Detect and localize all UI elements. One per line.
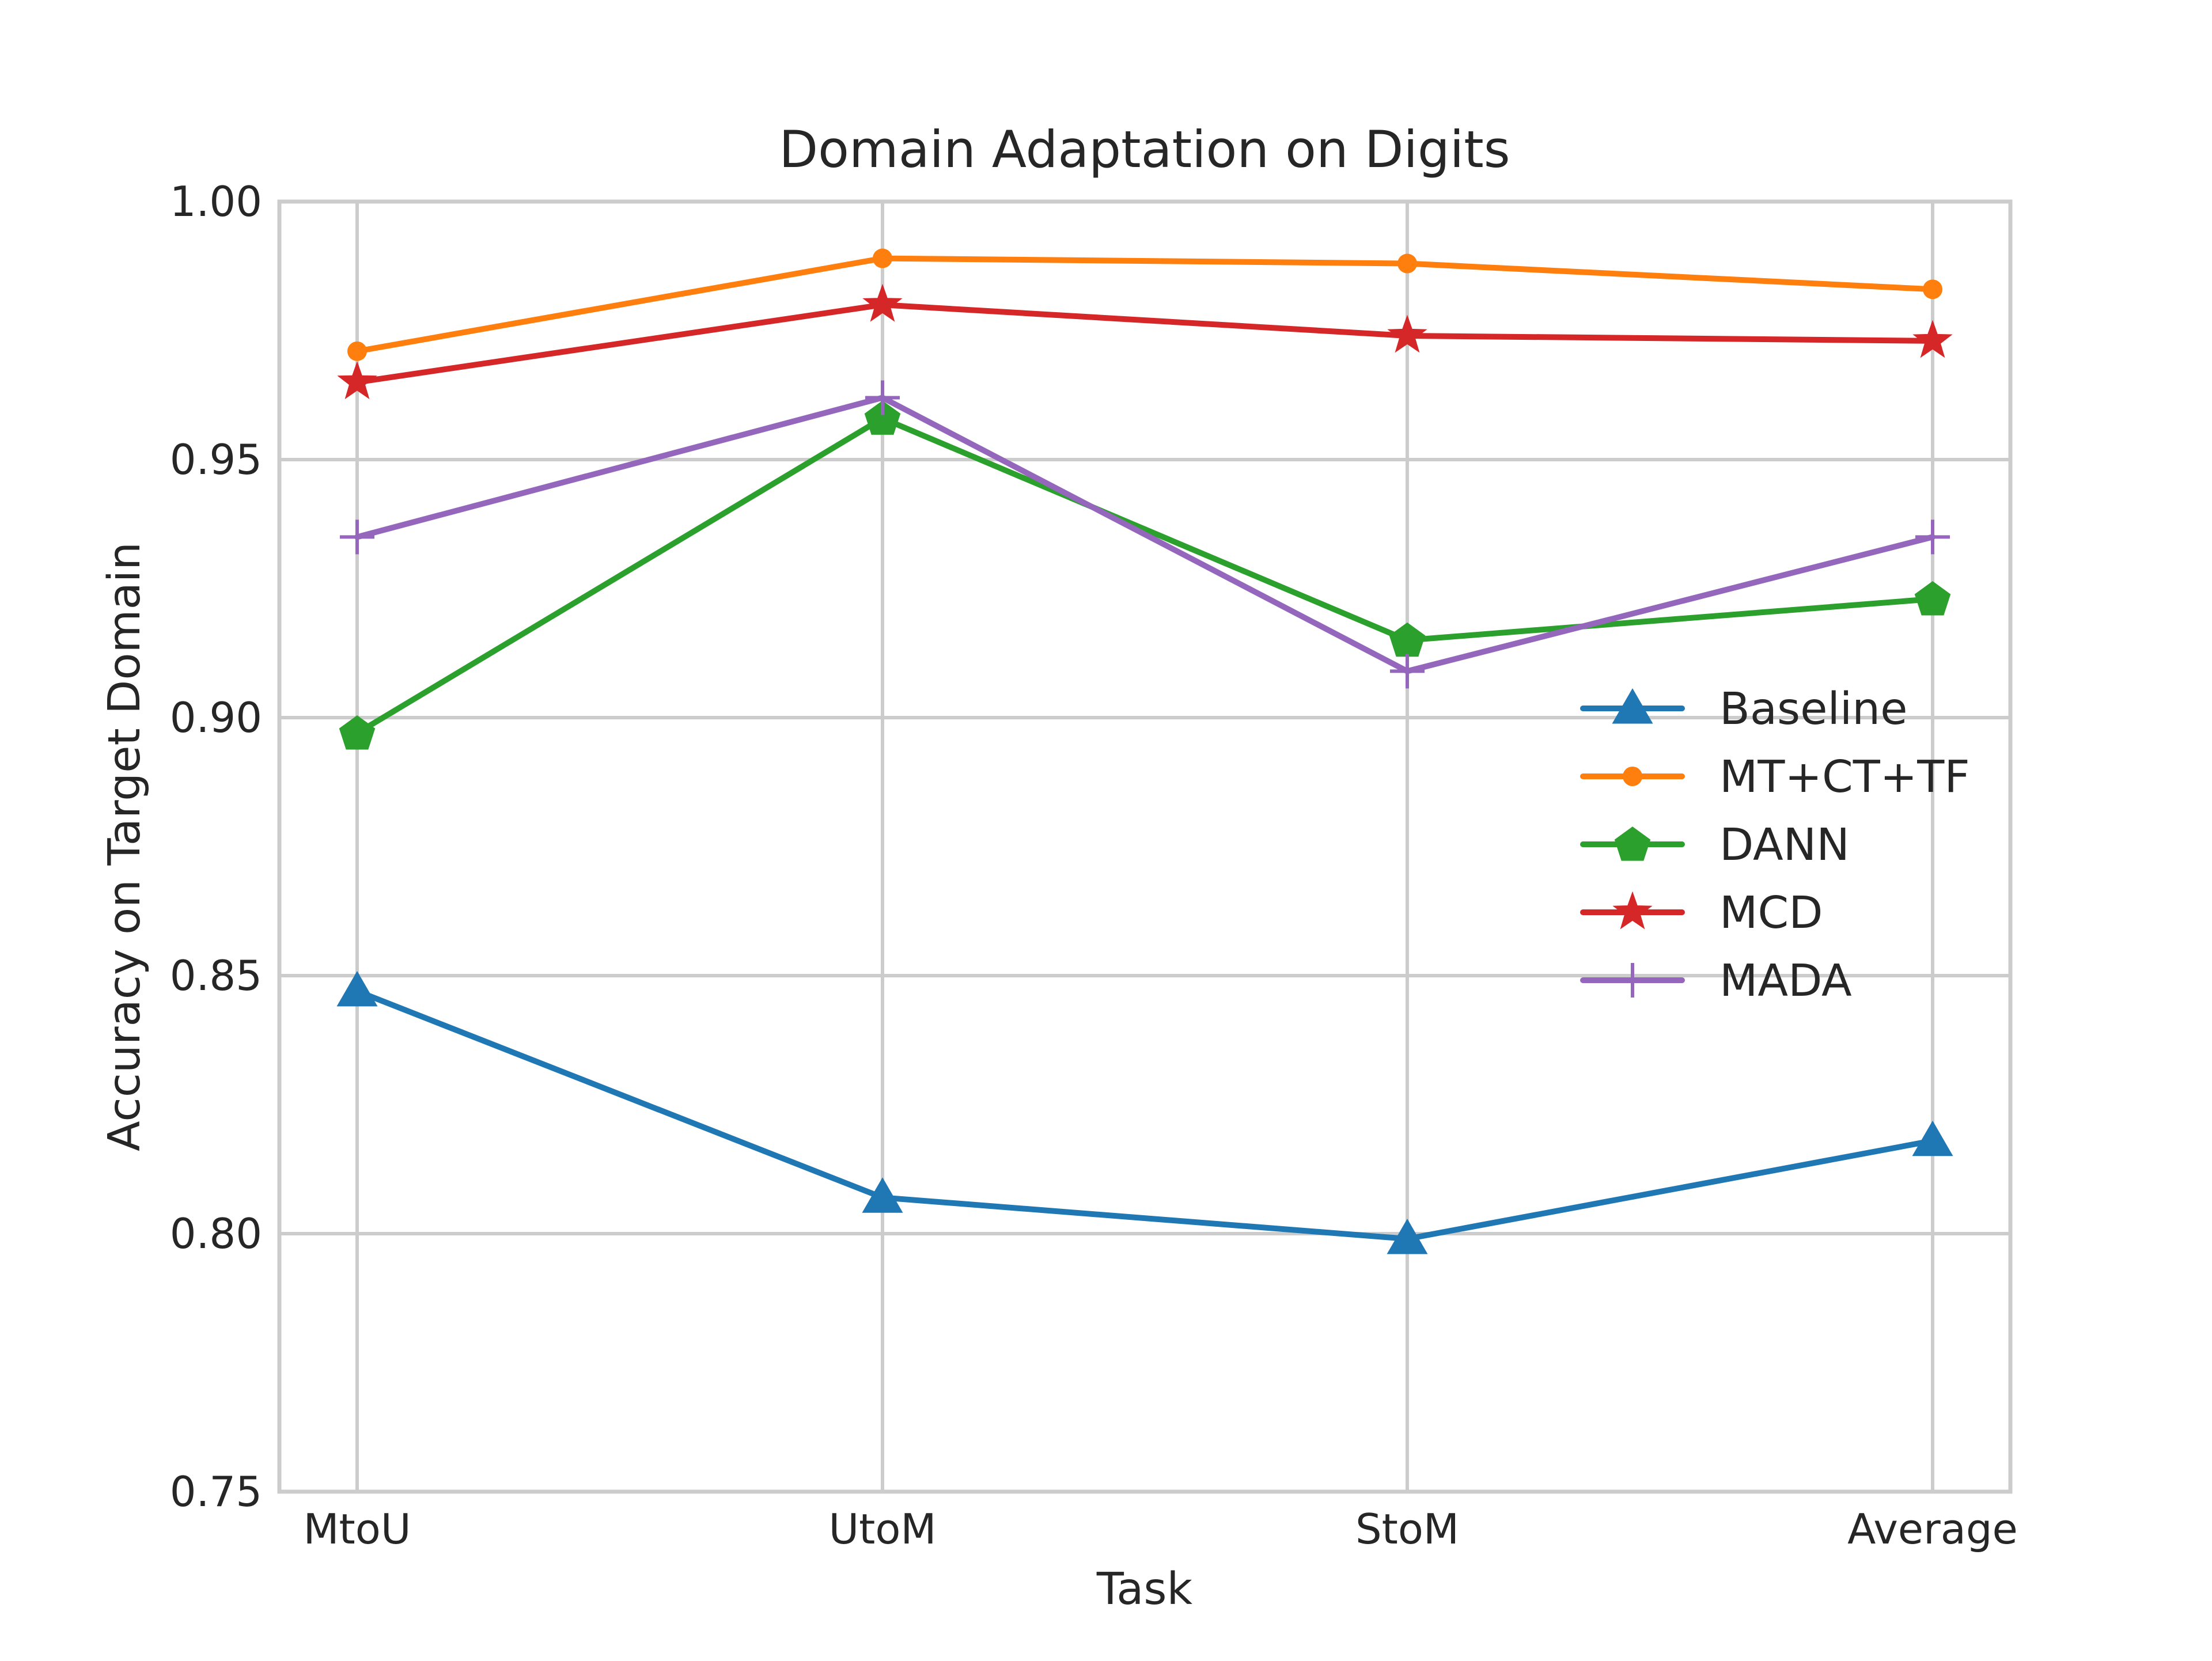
- legend-marker-baseline: [1612, 688, 1653, 724]
- y-tick-label: 0.85: [170, 951, 262, 1000]
- y-tick-label: 0.75: [170, 1467, 262, 1516]
- series-line-baseline: [354, 988, 1936, 1242]
- series-baseline: [336, 970, 1953, 1254]
- tick-labels: 0.75 0.80 0.85 0.90 0.95 1.00 MtoU UtoM StoM Aver…: [170, 177, 2018, 1553]
- data-point-baseline: [862, 1177, 903, 1213]
- data-point-mt-ct-tf: [873, 248, 892, 268]
- x-tick-label: Average: [1847, 1505, 2018, 1553]
- data-point-mt-ct-tf: [347, 341, 367, 361]
- legend-label-dann: DANN: [1719, 820, 1850, 871]
- series-dann: [339, 400, 1951, 750]
- legend-label-mt-ct-tf: MT+CT+TF: [1719, 752, 1970, 803]
- data-point-mt-ct-tf: [1397, 253, 1417, 274]
- data-point-mada: [340, 519, 374, 555]
- legend-item-baseline: Baseline: [1580, 684, 1907, 735]
- data-point-mcd: [1387, 314, 1427, 353]
- x-tick-label: MtoU: [303, 1505, 411, 1553]
- series-mada: [340, 380, 1950, 689]
- legend-label-mcd: MCD: [1719, 888, 1823, 939]
- data-point-mada: [1915, 519, 1950, 555]
- y-axis-label: Accuracy on Target Domain: [99, 542, 150, 1151]
- series-line-mada: [354, 395, 1936, 674]
- data-point-mada: [1390, 654, 1425, 689]
- series-line-mt-ct-tf: [354, 255, 1936, 354]
- data-point-baseline: [336, 970, 378, 1007]
- data-point-dann: [339, 715, 376, 750]
- series-line-mcd: [354, 302, 1936, 385]
- series-mcd: [337, 283, 1953, 400]
- data-point-baseline: [1387, 1218, 1428, 1254]
- x-tick-label: StoM: [1355, 1505, 1459, 1553]
- legend-item-mada: MADA: [1580, 955, 1852, 1007]
- series-mt-ct-tf: [347, 248, 1942, 361]
- legend-label-mada: MADA: [1719, 955, 1852, 1007]
- data-point-mada: [865, 380, 900, 415]
- legend: Baseline MT+CT+TF DANN MCD MADA: [1580, 684, 1970, 1007]
- data-point-dann: [864, 400, 901, 435]
- legend-label-baseline: Baseline: [1719, 684, 1907, 735]
- y-tick-label: 0.80: [170, 1209, 262, 1258]
- data-point-baseline: [1912, 1120, 1953, 1156]
- data-point-mt-ct-tf: [1923, 279, 1942, 299]
- series-line-dann: [354, 415, 1936, 736]
- series-layer: [336, 248, 1953, 1254]
- plot-frame: [277, 199, 2013, 1494]
- x-axis-label: Task: [1096, 1564, 1193, 1615]
- legend-item-mt-ct-tf: MT+CT+TF: [1580, 752, 1970, 803]
- legend-item-dann: DANN: [1580, 820, 1850, 871]
- chart-title: Domain Adaptation on Digits: [779, 120, 1510, 179]
- legend-item-mcd: MCD: [1580, 888, 1823, 939]
- y-tick-label: 1.00: [170, 177, 262, 226]
- y-tick-label: 0.95: [170, 435, 262, 484]
- legend-marker-mt-ct-tf: [1623, 767, 1642, 786]
- data-point-dann: [1914, 581, 1951, 616]
- x-tick-label: UtoM: [828, 1505, 936, 1553]
- legend-marker-mada: [1615, 963, 1650, 998]
- legend-marker-mcd: [1612, 891, 1653, 930]
- y-tick-label: 0.90: [170, 693, 262, 742]
- data-point-mcd: [862, 283, 903, 322]
- legend-marker-dann: [1614, 826, 1651, 861]
- data-point-mcd: [1912, 320, 1953, 358]
- data-point-mcd: [337, 361, 377, 400]
